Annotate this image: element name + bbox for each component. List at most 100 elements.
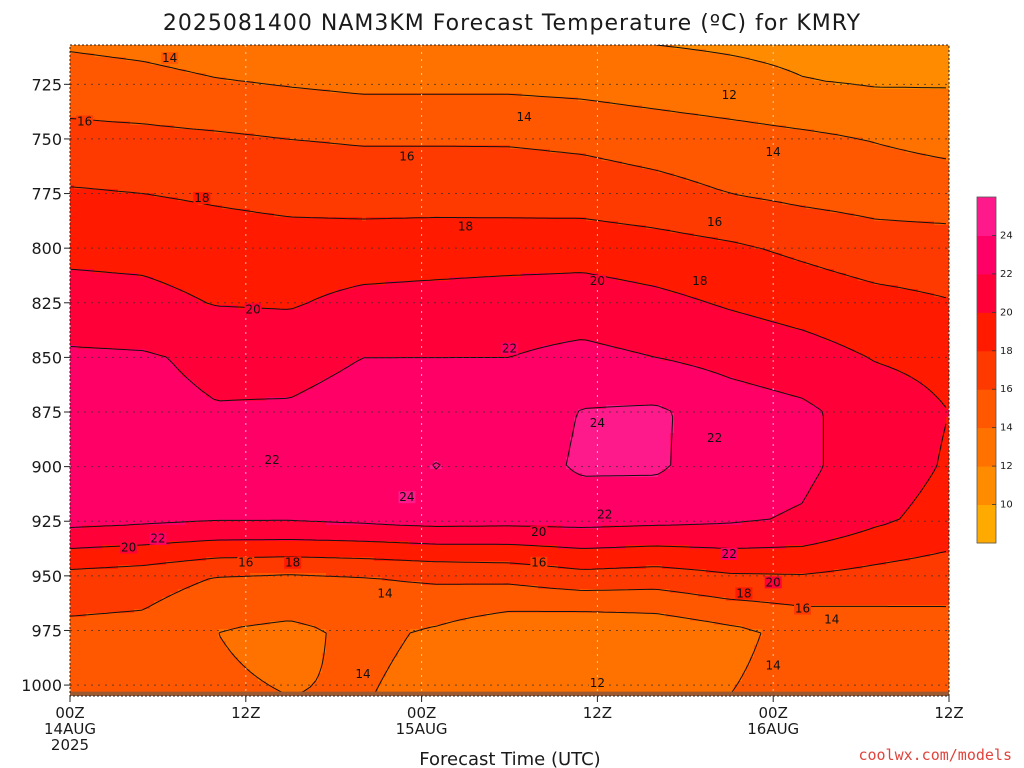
- field-cell: [346, 117, 351, 122]
- field-cell: [690, 133, 695, 138]
- field-cell: [342, 113, 347, 118]
- field-cell: [502, 117, 507, 122]
- field-cell: [378, 81, 383, 86]
- field-cell: [434, 129, 439, 134]
- field-cell: [702, 45, 707, 50]
- field-cell: [630, 53, 635, 58]
- field-cell: [642, 49, 647, 54]
- field-cell: [234, 85, 239, 90]
- field-cell: [702, 81, 707, 86]
- field-cell: [422, 129, 427, 134]
- field-cell: [106, 69, 111, 74]
- field-cell: [498, 117, 503, 122]
- field-cell: [238, 69, 243, 74]
- field-cell: [522, 129, 527, 134]
- field-cell: [754, 105, 759, 110]
- field-cell: [646, 49, 651, 54]
- field-cell: [842, 53, 847, 58]
- field-cell: [582, 129, 587, 134]
- field-cell: [794, 77, 799, 82]
- field-cell: [110, 57, 115, 62]
- field-cell: [226, 45, 231, 50]
- field-cell: [618, 129, 623, 134]
- field-cell: [130, 77, 135, 82]
- field-cell: [930, 109, 935, 114]
- field-cell: [230, 69, 235, 74]
- field-cell: [362, 49, 367, 54]
- field-cell: [102, 57, 107, 62]
- field-cell: [582, 77, 587, 82]
- field-cell: [326, 73, 331, 78]
- field-cell: [466, 65, 471, 70]
- field-cell: [894, 69, 899, 74]
- field-cell: [310, 61, 315, 66]
- field-cell: [478, 93, 483, 98]
- field-cell: [362, 85, 367, 90]
- field-cell: [766, 69, 771, 74]
- field-cell: [358, 105, 363, 110]
- field-cell: [398, 77, 403, 82]
- field-cell: [154, 45, 159, 50]
- field-cell: [486, 129, 491, 134]
- field-cell: [122, 69, 127, 74]
- field-cell: [534, 73, 539, 78]
- field-cell: [86, 65, 91, 70]
- field-cell: [650, 105, 655, 110]
- field-cell: [398, 133, 403, 138]
- field-cell: [130, 109, 135, 114]
- field-cell: [326, 125, 331, 130]
- field-cell: [258, 73, 263, 78]
- field-cell: [606, 81, 611, 86]
- field-cell: [142, 117, 147, 122]
- field-cell: [458, 53, 463, 58]
- field-cell: [206, 85, 211, 90]
- field-cell: [822, 121, 827, 126]
- field-cell: [742, 105, 747, 110]
- field-cell: [410, 113, 415, 118]
- field-cell: [354, 125, 359, 130]
- field-cell: [734, 65, 739, 70]
- field-cell: [146, 125, 151, 130]
- field-cell: [202, 53, 207, 58]
- field-cell: [590, 97, 595, 102]
- field-cell: [762, 49, 767, 54]
- field-cell: [526, 101, 531, 106]
- field-cell: [78, 53, 83, 58]
- field-cell: [470, 113, 475, 118]
- field-cell: [894, 125, 899, 130]
- field-cell: [838, 65, 843, 70]
- field-cell: [478, 113, 483, 118]
- field-cell: [278, 49, 283, 54]
- field-cell: [374, 81, 379, 86]
- field-cell: [514, 45, 519, 50]
- field-cell: [430, 117, 435, 122]
- field-cell: [838, 53, 843, 58]
- field-cell: [902, 61, 907, 66]
- field-cell: [178, 69, 183, 74]
- field-cell: [822, 113, 827, 118]
- field-cell: [558, 93, 563, 98]
- field-cell: [626, 101, 631, 106]
- field-cell: [90, 113, 95, 118]
- field-cell: [774, 113, 779, 118]
- field-cell: [754, 129, 759, 134]
- field-cell: [114, 93, 119, 98]
- field-cell: [278, 113, 283, 118]
- field-cell: [630, 57, 635, 62]
- field-cell: [426, 109, 431, 114]
- field-cell: [622, 81, 627, 86]
- field-cell: [798, 109, 803, 114]
- field-cell: [738, 69, 743, 74]
- field-cell: [526, 65, 531, 70]
- field-cell: [738, 61, 743, 66]
- field-cell: [370, 81, 375, 86]
- field-cell: [754, 93, 759, 98]
- field-cell: [382, 93, 387, 98]
- field-cell: [530, 105, 535, 110]
- field-cell: [458, 133, 463, 138]
- field-cell: [78, 105, 83, 110]
- field-cell: [602, 97, 607, 102]
- field-cell: [626, 73, 631, 78]
- field-cell: [106, 85, 111, 90]
- field-cell: [242, 57, 247, 62]
